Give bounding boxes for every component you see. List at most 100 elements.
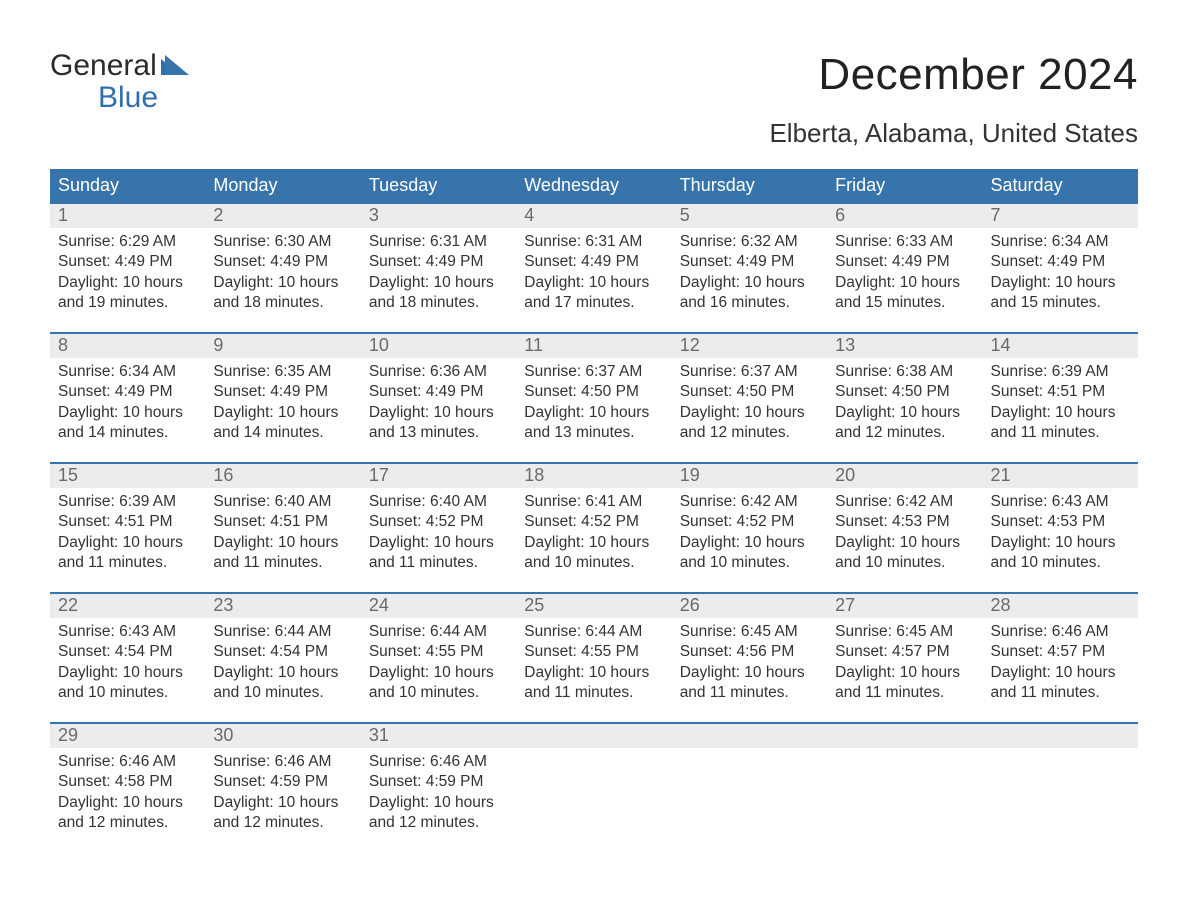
sunrise-text: Sunrise: 6:42 AM <box>835 492 974 512</box>
daylight-text: Daylight: 10 hours and 16 minutes. <box>680 273 819 314</box>
sunset-text: Sunset: 4:53 PM <box>991 512 1130 532</box>
day-number: 14 <box>983 332 1138 358</box>
calendar-cell: 17Sunrise: 6:40 AMSunset: 4:52 PMDayligh… <box>361 462 516 592</box>
calendar-table: SundayMondayTuesdayWednesdayThursdayFrid… <box>50 169 1138 852</box>
day-number: 26 <box>672 592 827 618</box>
sunrise-text: Sunrise: 6:31 AM <box>369 232 508 252</box>
calendar-cell: 31Sunrise: 6:46 AMSunset: 4:59 PMDayligh… <box>361 722 516 852</box>
calendar-cell: . <box>672 722 827 852</box>
calendar-cell: . <box>827 722 982 852</box>
calendar-cell: 7Sunrise: 6:34 AMSunset: 4:49 PMDaylight… <box>983 202 1138 332</box>
sunrise-text: Sunrise: 6:45 AM <box>835 622 974 642</box>
day-body: Sunrise: 6:37 AMSunset: 4:50 PMDaylight:… <box>672 358 827 454</box>
sunset-text: Sunset: 4:56 PM <box>680 642 819 662</box>
day-body: Sunrise: 6:34 AMSunset: 4:49 PMDaylight:… <box>50 358 205 454</box>
day-body: Sunrise: 6:33 AMSunset: 4:49 PMDaylight:… <box>827 228 982 324</box>
day-number: 3 <box>361 202 516 228</box>
daylight-text: Daylight: 10 hours and 19 minutes. <box>58 273 197 314</box>
calendar-row: 1Sunrise: 6:29 AMSunset: 4:49 PMDaylight… <box>50 202 1138 332</box>
calendar-row: 22Sunrise: 6:43 AMSunset: 4:54 PMDayligh… <box>50 592 1138 722</box>
day-number: 5 <box>672 202 827 228</box>
daylight-text: Daylight: 10 hours and 11 minutes. <box>835 663 974 704</box>
day-number: 20 <box>827 462 982 488</box>
day-body: Sunrise: 6:46 AMSunset: 4:59 PMDaylight:… <box>205 748 360 844</box>
day-number: 2 <box>205 202 360 228</box>
daylight-text: Daylight: 10 hours and 15 minutes. <box>991 273 1130 314</box>
sunrise-text: Sunrise: 6:40 AM <box>213 492 352 512</box>
sunrise-text: Sunrise: 6:40 AM <box>369 492 508 512</box>
calendar-cell: 1Sunrise: 6:29 AMSunset: 4:49 PMDaylight… <box>50 202 205 332</box>
calendar-row: 15Sunrise: 6:39 AMSunset: 4:51 PMDayligh… <box>50 462 1138 592</box>
day-body: Sunrise: 6:46 AMSunset: 4:59 PMDaylight:… <box>361 748 516 844</box>
sunrise-text: Sunrise: 6:30 AM <box>213 232 352 252</box>
calendar-cell: 16Sunrise: 6:40 AMSunset: 4:51 PMDayligh… <box>205 462 360 592</box>
calendar-header-cell: Monday <box>205 169 360 202</box>
day-body: Sunrise: 6:31 AMSunset: 4:49 PMDaylight:… <box>516 228 671 324</box>
day-body: Sunrise: 6:46 AMSunset: 4:58 PMDaylight:… <box>50 748 205 844</box>
calendar-cell: 12Sunrise: 6:37 AMSunset: 4:50 PMDayligh… <box>672 332 827 462</box>
calendar-cell: 9Sunrise: 6:35 AMSunset: 4:49 PMDaylight… <box>205 332 360 462</box>
daylight-text: Daylight: 10 hours and 11 minutes. <box>524 663 663 704</box>
sunset-text: Sunset: 4:49 PM <box>369 252 508 272</box>
sunrise-text: Sunrise: 6:44 AM <box>524 622 663 642</box>
day-body: Sunrise: 6:44 AMSunset: 4:55 PMDaylight:… <box>361 618 516 714</box>
sunrise-text: Sunrise: 6:46 AM <box>213 752 352 772</box>
day-number: 9 <box>205 332 360 358</box>
daylight-text: Daylight: 10 hours and 11 minutes. <box>213 533 352 574</box>
calendar-cell: 4Sunrise: 6:31 AMSunset: 4:49 PMDaylight… <box>516 202 671 332</box>
daylight-text: Daylight: 10 hours and 17 minutes. <box>524 273 663 314</box>
day-number-empty: . <box>827 722 982 748</box>
day-body: Sunrise: 6:35 AMSunset: 4:49 PMDaylight:… <box>205 358 360 454</box>
day-number: 19 <box>672 462 827 488</box>
sunset-text: Sunset: 4:49 PM <box>213 382 352 402</box>
daylight-text: Daylight: 10 hours and 10 minutes. <box>835 533 974 574</box>
calendar-cell: 11Sunrise: 6:37 AMSunset: 4:50 PMDayligh… <box>516 332 671 462</box>
daylight-text: Daylight: 10 hours and 18 minutes. <box>213 273 352 314</box>
brand-word1: General <box>50 50 157 82</box>
sunrise-text: Sunrise: 6:45 AM <box>680 622 819 642</box>
sunrise-text: Sunrise: 6:37 AM <box>524 362 663 382</box>
calendar-header-cell: Thursday <box>672 169 827 202</box>
day-body: Sunrise: 6:43 AMSunset: 4:53 PMDaylight:… <box>983 488 1138 584</box>
day-body: Sunrise: 6:46 AMSunset: 4:57 PMDaylight:… <box>983 618 1138 714</box>
sunrise-text: Sunrise: 6:41 AM <box>524 492 663 512</box>
daylight-text: Daylight: 10 hours and 11 minutes. <box>369 533 508 574</box>
calendar-cell: 8Sunrise: 6:34 AMSunset: 4:49 PMDaylight… <box>50 332 205 462</box>
day-body: Sunrise: 6:39 AMSunset: 4:51 PMDaylight:… <box>50 488 205 584</box>
sunrise-text: Sunrise: 6:46 AM <box>58 752 197 772</box>
calendar-header-cell: Friday <box>827 169 982 202</box>
title-block: December 2024 Elberta, Alabama, United S… <box>769 50 1138 161</box>
day-body: Sunrise: 6:32 AMSunset: 4:49 PMDaylight:… <box>672 228 827 324</box>
sunset-text: Sunset: 4:59 PM <box>213 772 352 792</box>
daylight-text: Daylight: 10 hours and 11 minutes. <box>58 533 197 574</box>
daylight-text: Daylight: 10 hours and 10 minutes. <box>213 663 352 704</box>
sunset-text: Sunset: 4:53 PM <box>835 512 974 532</box>
day-number: 28 <box>983 592 1138 618</box>
day-number-empty: . <box>983 722 1138 748</box>
daylight-text: Daylight: 10 hours and 13 minutes. <box>369 403 508 444</box>
calendar-cell: 30Sunrise: 6:46 AMSunset: 4:59 PMDayligh… <box>205 722 360 852</box>
sunset-text: Sunset: 4:59 PM <box>369 772 508 792</box>
daylight-text: Daylight: 10 hours and 13 minutes. <box>524 403 663 444</box>
day-number: 13 <box>827 332 982 358</box>
day-body: Sunrise: 6:38 AMSunset: 4:50 PMDaylight:… <box>827 358 982 454</box>
day-body: Sunrise: 6:34 AMSunset: 4:49 PMDaylight:… <box>983 228 1138 324</box>
day-number: 17 <box>361 462 516 488</box>
day-number: 24 <box>361 592 516 618</box>
day-number: 8 <box>50 332 205 358</box>
daylight-text: Daylight: 10 hours and 12 minutes. <box>213 793 352 834</box>
calendar-cell: 23Sunrise: 6:44 AMSunset: 4:54 PMDayligh… <box>205 592 360 722</box>
day-number: 1 <box>50 202 205 228</box>
calendar-cell: 25Sunrise: 6:44 AMSunset: 4:55 PMDayligh… <box>516 592 671 722</box>
day-number-empty: . <box>672 722 827 748</box>
sunrise-text: Sunrise: 6:46 AM <box>369 752 508 772</box>
day-number: 31 <box>361 722 516 748</box>
sunrise-text: Sunrise: 6:43 AM <box>991 492 1130 512</box>
calendar-cell: 14Sunrise: 6:39 AMSunset: 4:51 PMDayligh… <box>983 332 1138 462</box>
sunrise-text: Sunrise: 6:36 AM <box>369 362 508 382</box>
day-number: 18 <box>516 462 671 488</box>
day-body: Sunrise: 6:31 AMSunset: 4:49 PMDaylight:… <box>361 228 516 324</box>
calendar-cell: 15Sunrise: 6:39 AMSunset: 4:51 PMDayligh… <box>50 462 205 592</box>
calendar-cell: 6Sunrise: 6:33 AMSunset: 4:49 PMDaylight… <box>827 202 982 332</box>
brand-logo-top: General <box>50 50 189 82</box>
